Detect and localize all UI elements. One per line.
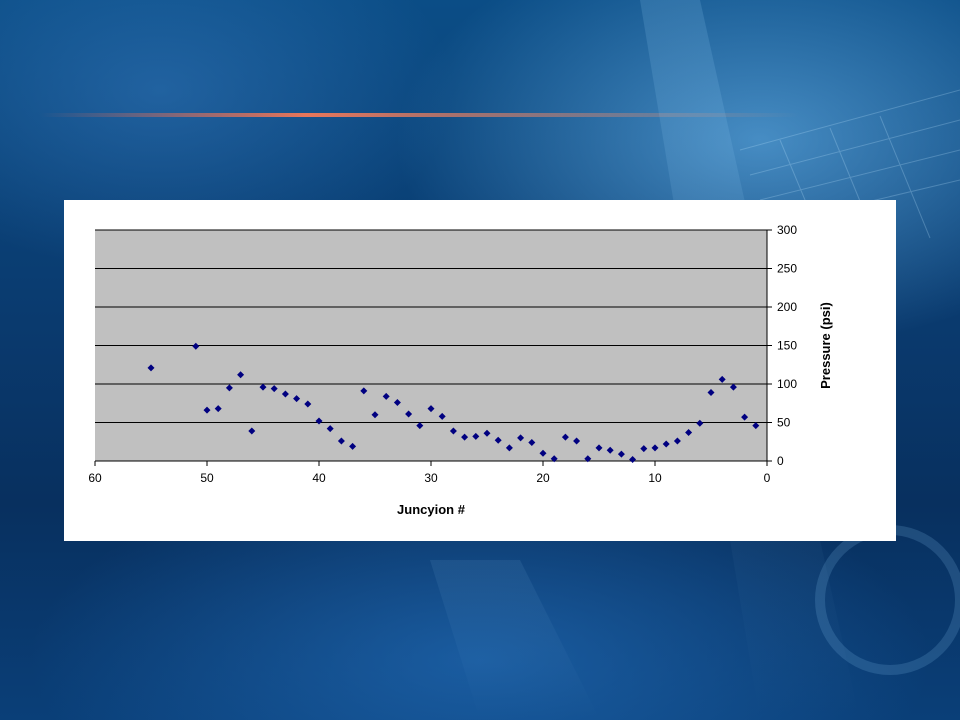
y-axis-title: Pressure (psi) [818,302,833,389]
data-point [651,444,659,452]
data-point [662,440,670,448]
y-tick-label: 200 [777,300,797,314]
y-tick-label: 100 [777,377,797,391]
data-point [461,433,469,441]
data-point [640,445,648,453]
data-point [405,410,413,418]
data-point [360,387,368,395]
x-tick-label: 50 [200,471,214,485]
x-tick-label: 10 [648,471,662,485]
x-tick-label: 0 [764,471,771,485]
data-point [673,437,681,445]
x-axis-title: Juncyion # [397,502,466,517]
data-point [696,419,704,427]
data-point [416,422,424,430]
data-point [483,429,491,437]
data-point [595,444,603,452]
x-tick-label: 20 [536,471,550,485]
data-point [337,437,345,445]
data-points [147,342,760,463]
data-point [707,388,715,396]
gridlines [95,229,767,423]
data-point [259,383,267,391]
data-point [248,427,256,435]
data-point [584,455,592,463]
light-beam [40,113,800,117]
x-tick-label: 60 [88,471,102,485]
x-tick-label: 40 [312,471,326,485]
data-point [237,371,245,379]
data-point [214,405,222,413]
data-point [281,390,289,398]
y-tick-label: 50 [777,416,791,430]
gear-decoration [815,525,960,675]
data-point [528,439,536,447]
data-point [550,455,558,463]
data-point [427,405,435,413]
x-tick-label: 30 [424,471,438,485]
data-point [315,417,323,425]
y-tick-label: 250 [777,262,797,276]
data-point [606,446,614,454]
data-point [617,450,625,458]
data-point [494,436,502,444]
data-point [304,400,312,408]
data-point [293,395,301,403]
data-point [539,449,547,457]
data-point [147,364,155,372]
data-point [270,385,278,393]
y-tick-label: 150 [777,339,797,353]
data-point [349,442,357,450]
data-point [729,383,737,391]
data-point [371,411,379,419]
y-axis-ticks: 0 50 100 150 200 250 300 [767,223,797,468]
data-point [326,425,334,433]
data-point [382,392,390,400]
x-axis-ticks: 60 50 40 30 20 10 0 [88,461,771,485]
data-point [472,432,480,440]
data-point [225,384,233,392]
light-ray-lower [430,560,600,720]
data-point [438,412,446,420]
data-point [505,444,513,452]
y-tick-label: 0 [777,454,784,468]
data-point [573,437,581,445]
data-point [561,433,569,441]
data-point [517,434,525,442]
data-point [629,455,637,463]
y-tick-label: 300 [777,223,797,237]
chart-panel: 60 50 40 30 20 10 0 0 50 100 150 200 250 300 Juncyio… [64,200,896,541]
data-point [685,429,693,437]
data-point [192,342,200,350]
data-point [203,406,211,414]
data-point [449,427,457,435]
data-point [393,398,401,406]
data-point [752,422,760,430]
data-point [741,413,749,421]
data-point [718,375,726,383]
